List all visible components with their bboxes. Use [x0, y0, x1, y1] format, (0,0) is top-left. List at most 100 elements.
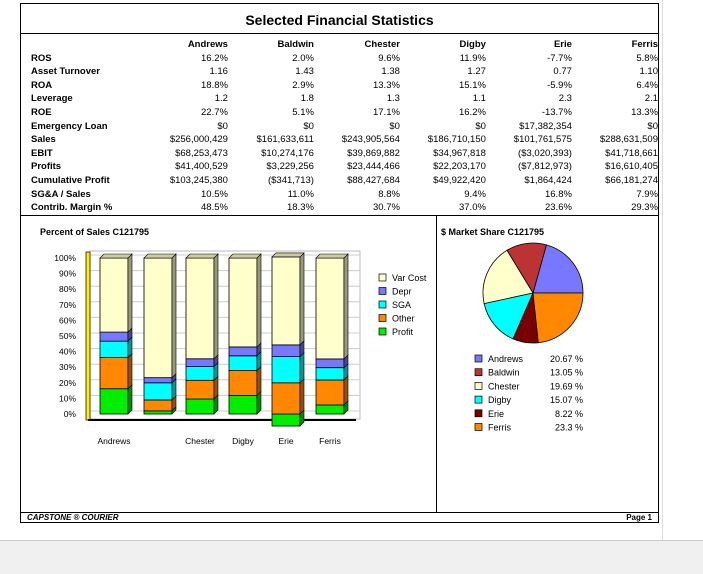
financial-stats-table: Andrews Baldwin Chester Digby Erie Ferris ROS… [31, 38, 658, 215]
cell-value: 5.8% [636, 52, 658, 64]
bar-top [143, 253, 177, 259]
cell-value: 11.0% [287, 188, 314, 200]
pie-slice-ferris [532, 292, 584, 344]
cell-value: 22.7% [201, 106, 228, 118]
cell-value: 1.1 [472, 93, 486, 105]
cell-value: $1,864,424 [524, 174, 572, 186]
divider [21, 512, 658, 513]
bar-segment-side [213, 253, 219, 360]
pie-slice-chester [482, 249, 534, 305]
table-header: Andrews Baldwin Chester Digby Erie Ferris [31, 38, 658, 52]
table-row: Leverage 1.2 1.8 1.3 1.1 2.3 2.1 [31, 92, 658, 106]
x-tick-label: Ferris [319, 436, 341, 446]
legend-label: Other [392, 314, 415, 324]
cell-value: $66,181,274 [605, 174, 658, 186]
bar-segment-profit [315, 404, 345, 415]
y-tick-label: 40% [59, 347, 76, 357]
page-number: Page 1 [626, 513, 652, 522]
row-label: EBIT [31, 147, 53, 159]
cell-value: -13.7% [541, 106, 572, 118]
column-header: Baldwin [277, 39, 314, 50]
bar-segment-side [127, 352, 133, 390]
row-label: ROS [31, 52, 52, 64]
pie-slice-andrews [532, 244, 584, 294]
cell-value: 1.3 [386, 93, 400, 105]
cell-value: -5.9% [547, 79, 572, 91]
legend-swatch [474, 423, 483, 431]
cell-value: $0 [475, 120, 486, 132]
cell-value: $0 [647, 120, 658, 132]
x-tick-label: Digby [232, 436, 254, 446]
row-label: Cumulative Profit [31, 174, 110, 186]
bar-top [185, 253, 219, 259]
bar-segment-side [127, 253, 133, 333]
bar-segment-side [343, 375, 349, 406]
x-tick-label: Chester [185, 436, 215, 446]
cell-value: $186,710,150 [427, 134, 486, 146]
cell-value: 5.1% [292, 106, 314, 118]
page-title: Selected Financial Statistics [245, 12, 434, 28]
y-tick-label: 60% [59, 315, 76, 325]
bar-segment-other [99, 357, 129, 390]
bar-segment-sga [228, 355, 258, 371]
row-label: Asset Turnover [31, 66, 100, 78]
legend-swatch [378, 300, 387, 309]
cell-value: $41,400,529 [175, 161, 228, 173]
legend-swatch [474, 368, 483, 377]
legend-label: Baldwin [488, 368, 520, 378]
bar-segment-other [315, 379, 345, 406]
bar-segment-profit [228, 395, 258, 415]
cell-value: 1.16 [209, 66, 228, 78]
row-label: Profits [31, 161, 62, 173]
cell-value: $161,633,611 [256, 134, 314, 146]
legend-label: Erie [488, 409, 504, 419]
legend-value: 13.05 % [550, 368, 583, 378]
legend-swatch [378, 287, 387, 295]
y-tick-label: 80% [59, 284, 76, 294]
bar-segment-profit [99, 388, 129, 415]
bar-segment-side [343, 253, 349, 360]
legend-label: Profit [392, 327, 414, 337]
legend-value: 19.69 % [550, 381, 583, 391]
cell-value: 8.8% [378, 188, 400, 200]
cell-value: 7.9% [636, 188, 658, 200]
legend-label: SGA [392, 300, 411, 310]
scroll-area [662, 0, 703, 573]
column-header: Chester [364, 39, 400, 50]
cell-value: ($3,020,393) [518, 147, 572, 159]
table-row: SG&A / Sales 10.5% 11.0% 8.8% 9.4% 16.8% 7.9% [31, 188, 658, 202]
legend-swatch [474, 354, 483, 363]
cell-value: 13.3% [372, 79, 400, 91]
divider [21, 215, 658, 216]
bar-segment-var-cost [315, 257, 345, 360]
pie-slice-digby [483, 292, 534, 340]
cell-value: $68,253,473 [175, 147, 228, 159]
cell-value: ($341,713) [267, 174, 314, 186]
column-header: Andrews [187, 39, 228, 50]
cell-value: $39,869,882 [347, 147, 400, 159]
cell-value: 2.0% [292, 52, 314, 64]
bar-segment-other [228, 370, 258, 396]
legend-value: 23.3 % [555, 423, 583, 433]
cell-value: 2.9% [292, 79, 314, 91]
cell-value: 1.38 [381, 66, 400, 78]
bar-segment-depr [228, 346, 258, 357]
cell-value: 0.77 [553, 66, 572, 78]
table-row: Sales $256,000,429 $161,633,611 $243,905,56… [31, 133, 658, 147]
cell-value: 9.4% [464, 188, 486, 200]
cell-value: 1.2 [214, 93, 228, 105]
bar-segment-depr [185, 358, 215, 367]
cell-value: 13.3% [631, 106, 658, 118]
bar-segment-depr [143, 377, 173, 384]
footer-brand: CAPSTONE ® COURIER [27, 513, 119, 522]
legend-label: Chester [488, 381, 520, 391]
row-label: SG&A / Sales [31, 188, 91, 200]
cell-value: 11.9% [459, 52, 486, 64]
cell-value: $10,274,176 [261, 147, 314, 159]
cell-value: $101,761,575 [513, 134, 572, 146]
legend-swatch [474, 409, 483, 418]
plot-area [89, 250, 361, 420]
table-row: ROS 16.2% 2.0% 9.6% 11.9% -7.7% 5.8% [31, 52, 658, 66]
bar-segment-side [256, 365, 262, 397]
